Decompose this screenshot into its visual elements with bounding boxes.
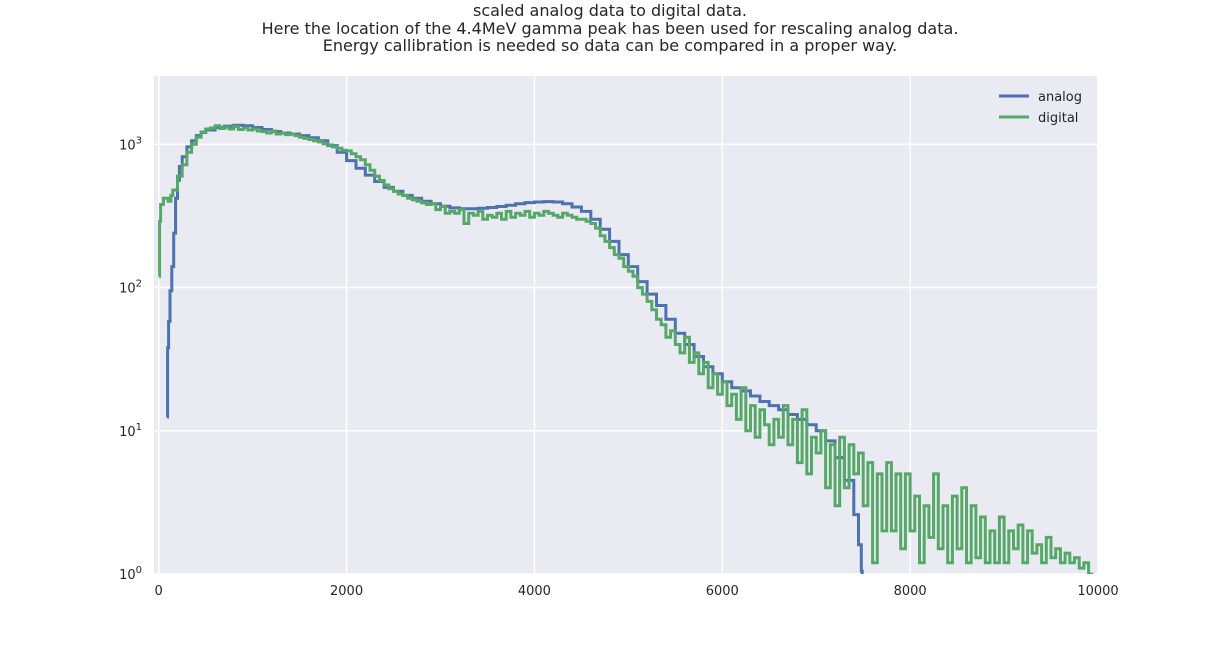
legend: analog digital xyxy=(999,90,1082,126)
x-tick-label: 0 xyxy=(155,584,163,599)
y-tick-label: 100 xyxy=(119,565,142,583)
x-tick-label: 2000 xyxy=(330,584,363,599)
y-tick-base: 10 xyxy=(119,138,136,153)
legend-label-analog: analog xyxy=(1038,90,1082,105)
y-tick-base: 10 xyxy=(119,282,136,297)
y-tick-exponent: 1 xyxy=(136,422,142,433)
y-tick-exponent: 3 xyxy=(136,135,142,146)
series-line-digital xyxy=(158,124,1094,574)
plot-background xyxy=(154,76,1098,574)
x-axis-ticks: 0 2000 4000 6000 8000 10000 xyxy=(155,584,1119,599)
chart-title-line-1: scaled analog data to digital data. xyxy=(473,1,747,20)
chart-title-line-3: Energy callibration is needed so data ca… xyxy=(322,36,898,56)
x-tick-label: 8000 xyxy=(894,584,927,599)
x-tick-label: 4000 xyxy=(518,584,551,599)
chart-title: scaled analog data to digital data. Here… xyxy=(0,2,1220,55)
x-tick-label: 6000 xyxy=(706,584,739,599)
y-tick-label: 103 xyxy=(119,135,142,153)
legend-label-digital: digital xyxy=(1038,111,1078,126)
y-tick-base: 10 xyxy=(119,568,136,583)
series-layer xyxy=(158,123,1094,574)
x-tick-label: 10000 xyxy=(1077,584,1118,599)
chart-title-line-2: Here the location of the 4.4MeV gamma pe… xyxy=(261,18,959,38)
y-tick-base: 10 xyxy=(119,425,136,440)
y-tick-label: 101 xyxy=(119,422,142,440)
y-tick-label: 102 xyxy=(119,279,142,297)
y-tick-exponent: 2 xyxy=(136,279,142,290)
y-tick-exponent: 0 xyxy=(136,565,142,576)
